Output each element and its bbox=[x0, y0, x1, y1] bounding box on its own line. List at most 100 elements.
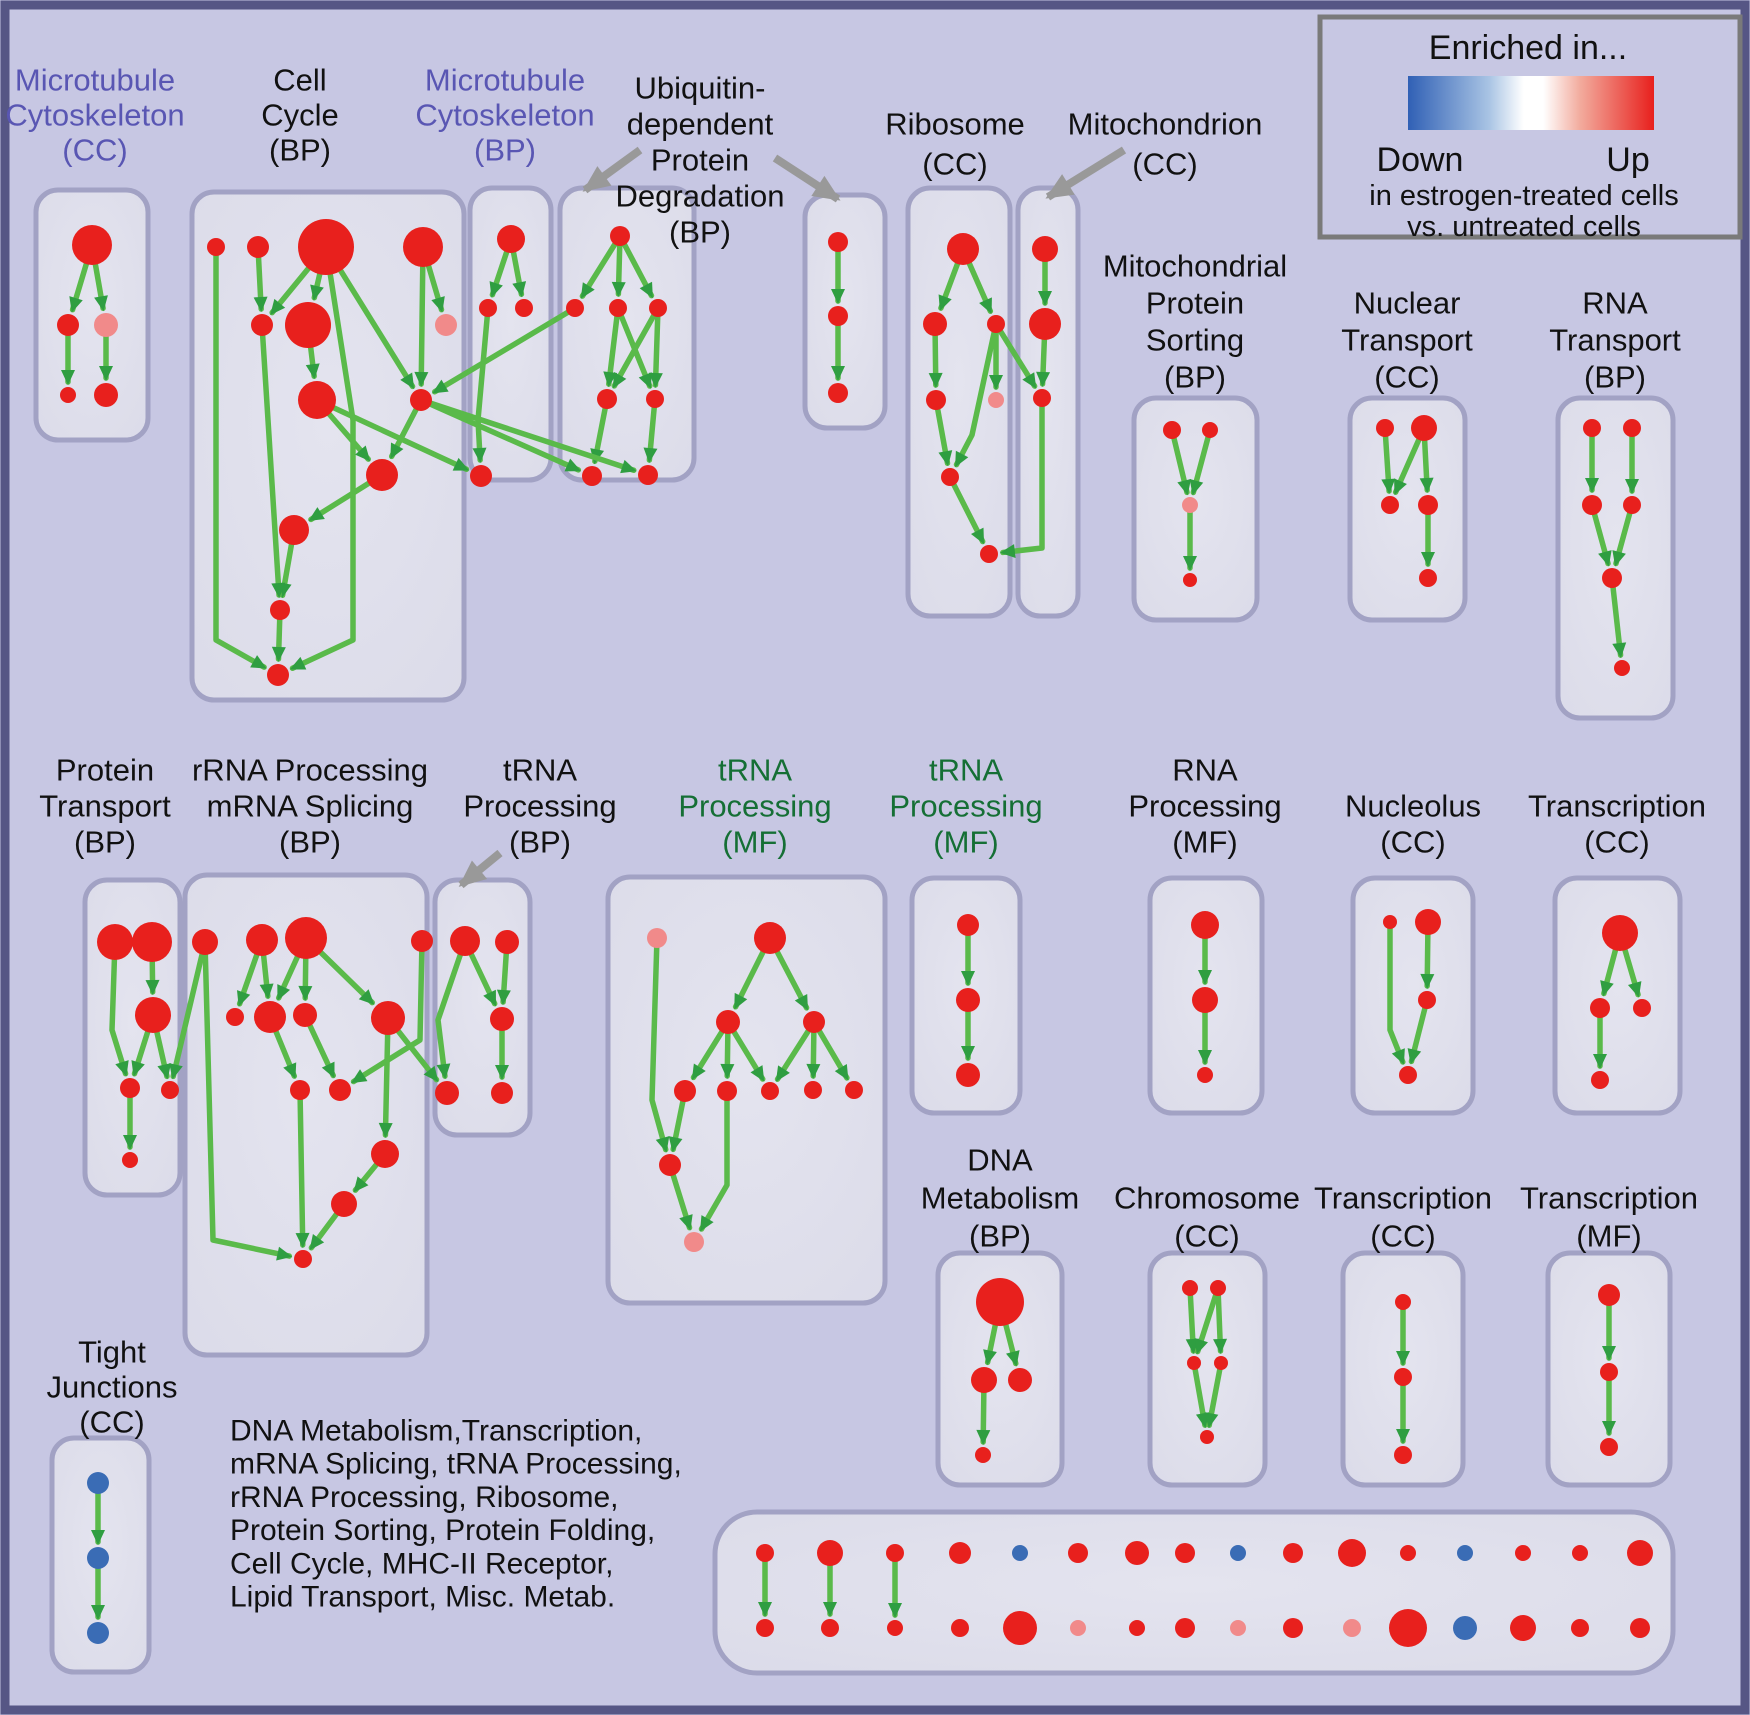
go-term-node-chr-Z1 bbox=[1182, 1280, 1198, 1296]
cross-edge-rib.D3-mito.E3 bbox=[993, 321, 1038, 389]
go-term-node-tmf1-Q2 bbox=[716, 1010, 740, 1034]
go-term-node-ubq1-B5 bbox=[597, 389, 617, 409]
edge-cc-d-i bbox=[414, 244, 429, 388]
go-term-node-rrna-RB bbox=[246, 924, 278, 956]
go-term-node-rrna-RD bbox=[411, 930, 433, 952]
edge-nucl-W1-W4 bbox=[1387, 919, 1406, 1065]
go-term-node-ntr-N2 bbox=[1411, 415, 1437, 441]
cluster-label-mtbp-line1: Cytoskeleton bbox=[415, 98, 594, 133]
cluster-label-tmf1-line1: Processing bbox=[678, 789, 831, 824]
go-term-node-mtbp-A2 bbox=[479, 299, 497, 317]
go-term-node-trc2-S3 bbox=[1394, 1446, 1412, 1464]
go-term-node-mt_cc-n5 bbox=[94, 383, 118, 407]
go-term-node-pt-PA bbox=[97, 924, 133, 960]
go-term-node-cc-m bbox=[267, 664, 289, 686]
go-term-node-cc-b bbox=[247, 236, 269, 258]
label-pointer-arrow-2 bbox=[1045, 146, 1127, 201]
bottom-panel-node-bottom-7 bbox=[1175, 1618, 1195, 1638]
legend-down-label: Down bbox=[1377, 141, 1464, 179]
cluster-label-mtbp-line2: (BP) bbox=[474, 133, 536, 168]
go-term-node-rrna-RI bbox=[290, 1080, 310, 1100]
cluster-label-trc2-line0: Transcription bbox=[1314, 1181, 1492, 1216]
go-term-node-ubq2-C2 bbox=[828, 306, 848, 326]
bottom-panel-node-bottom-6 bbox=[1129, 1620, 1145, 1636]
cluster-label-tmf2-line1: Processing bbox=[889, 789, 1042, 824]
go-term-node-rib-D6 bbox=[941, 468, 959, 486]
cluster-label-ntr-line1: Transport bbox=[1341, 323, 1473, 358]
misc-annotation-line1: mRNA Splicing, tRNA Processing, bbox=[230, 1448, 682, 1481]
go-term-node-cc-l bbox=[270, 600, 290, 620]
bottom-panel-node-bottom-11 bbox=[1389, 1609, 1427, 1647]
cluster-box-ntr bbox=[1347, 395, 1468, 623]
go-term-node-tmf1-Q6 bbox=[761, 1082, 779, 1100]
go-term-node-rnap-V1 bbox=[1191, 911, 1219, 939]
go-term-node-rnap-V3 bbox=[1197, 1067, 1213, 1083]
go-term-node-trc1-X3 bbox=[1633, 999, 1651, 1017]
go-term-node-mtbp-A4 bbox=[470, 465, 492, 487]
go-term-node-cc-a bbox=[207, 238, 225, 256]
go-term-node-mtbp-A3 bbox=[515, 299, 533, 317]
go-term-node-dnam-Y3 bbox=[1008, 1368, 1032, 1392]
go-term-node-rtr-R5 bbox=[1602, 568, 1622, 588]
go-term-node-ubq1-B1 bbox=[610, 226, 630, 246]
edge-chr-Z4-Z5 bbox=[1204, 1360, 1224, 1429]
cluster-label-dnam-line1: Metabolism bbox=[921, 1181, 1080, 1216]
go-term-node-rrna-RF bbox=[254, 1001, 286, 1033]
go-term-node-trm-G3 bbox=[1600, 1438, 1618, 1456]
cluster-label-chr-line0: Chromosome bbox=[1114, 1181, 1300, 1216]
go-term-node-rnap-V2 bbox=[1192, 987, 1218, 1013]
go-term-node-tmf1-Q3 bbox=[803, 1011, 825, 1033]
go-term-node-rtr-R4 bbox=[1623, 496, 1641, 514]
go-term-node-mt_cc-n2 bbox=[57, 314, 79, 336]
go-term-node-mtbp-A1 bbox=[497, 225, 525, 253]
edge-cc-a-m bbox=[213, 244, 267, 670]
cluster-label-trc1-line1: (CC) bbox=[1584, 825, 1649, 860]
cluster-label-dnam-line0: DNA bbox=[967, 1143, 1033, 1178]
cluster-label-rib-line0: Ribosome bbox=[885, 107, 1025, 142]
go-term-node-tmf1-Q5 bbox=[717, 1081, 737, 1101]
go-term-node-mps-M4 bbox=[1183, 573, 1197, 587]
go-term-node-rtr-R3 bbox=[1582, 495, 1602, 515]
edge-cc-e-l bbox=[259, 322, 286, 599]
go-term-node-cc-e bbox=[251, 314, 273, 336]
go-term-node-ubq1-B2 bbox=[566, 299, 584, 317]
go-term-node-rib-D3 bbox=[987, 315, 1005, 333]
edge-ubq1-B4-B6 bbox=[648, 305, 663, 389]
go-term-node-ubq2-C3 bbox=[828, 383, 848, 403]
bottom-panel-node-top-10 bbox=[1338, 1539, 1366, 1567]
go-term-node-tj-TJ1 bbox=[87, 1472, 109, 1494]
edge-tbp-T1-T4 bbox=[435, 938, 468, 1080]
go-term-node-ubq2-C1 bbox=[828, 232, 848, 252]
edge-chr-Z3-Z5 bbox=[1191, 1360, 1210, 1429]
cluster-label-rtr-line2: (BP) bbox=[1584, 360, 1646, 395]
go-term-node-tmf2-U1 bbox=[957, 914, 979, 936]
cluster-label-chr-line1: (CC) bbox=[1174, 1219, 1239, 1254]
cluster-label-trm-line1: (MF) bbox=[1576, 1219, 1641, 1254]
go-term-node-chr-Z4 bbox=[1214, 1356, 1228, 1370]
go-term-node-cc-f bbox=[285, 302, 331, 348]
edge-rtr-R4-R5 bbox=[1612, 502, 1635, 567]
cluster-label-mtbp-line0: Microtubule bbox=[425, 63, 585, 98]
bottom-panel-node-bottom-15 bbox=[1630, 1618, 1650, 1638]
go-term-node-tmf1-Q1 bbox=[754, 922, 786, 954]
edge-mps-M1-M3 bbox=[1169, 427, 1191, 496]
cluster-label-pt-line0: Protein bbox=[56, 753, 154, 788]
go-term-node-ubq1-B8 bbox=[638, 465, 658, 485]
edge-ubq1-B3-B5 bbox=[603, 305, 621, 388]
bottom-panel-node-bottom-4 bbox=[1003, 1611, 1037, 1645]
cluster-label-rrna-line2: (BP) bbox=[279, 825, 341, 860]
go-term-node-rrna-RM bbox=[294, 1250, 312, 1268]
cluster-label-rnap-line2: (MF) bbox=[1172, 825, 1237, 860]
bottom-panel-node-top-1 bbox=[817, 1540, 843, 1566]
legend-caption-line1: in estrogen-treated cells bbox=[1369, 180, 1679, 212]
go-term-node-tmf2-U2 bbox=[956, 988, 980, 1012]
bottom-panel-node-top-8 bbox=[1230, 1545, 1246, 1561]
go-term-node-mps-M1 bbox=[1163, 421, 1181, 439]
cluster-label-ntr-line0: Nuclear bbox=[1354, 286, 1461, 321]
cluster-label-pt-line1: Transport bbox=[39, 789, 171, 824]
edge-ubq1-B3-B6 bbox=[615, 305, 653, 389]
misc-annotation-line4: Cell Cycle, MHC-II Receptor, bbox=[230, 1547, 613, 1580]
go-term-node-rib-D4 bbox=[926, 390, 946, 410]
